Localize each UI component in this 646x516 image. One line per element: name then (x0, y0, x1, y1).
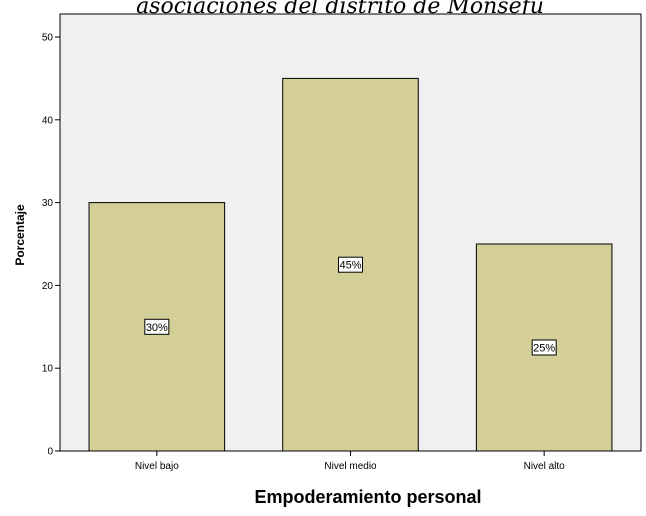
y-tick-label: 10 (42, 364, 54, 375)
bars: 30% 45% 25% (88, 77, 613, 452)
data-label-box (531, 339, 557, 356)
data-label-box (338, 256, 363, 273)
y-tick-label: 20 (42, 281, 54, 292)
y-axis: 0 10 20 30 40 50 (42, 33, 60, 458)
x-tick-label: Nivel alto (524, 461, 566, 472)
data-label-box (144, 318, 170, 335)
x-tick-label: Nivel medio (324, 461, 377, 472)
data-label: 30% (146, 322, 168, 334)
y-tick-label: 0 (47, 447, 53, 458)
x-axis: Nivel bajo Nivel medio Nivel alto (135, 451, 565, 472)
x-tick-label: Nivel bajo (135, 461, 179, 472)
data-label: 45% (339, 260, 361, 272)
y-tick-label: 40 (42, 115, 54, 126)
y-tick-label: 30 (42, 198, 54, 209)
data-label: 25% (533, 343, 555, 355)
x-axis-label: Empoderamiento personal (254, 487, 481, 507)
y-tick-label: 50 (42, 33, 54, 44)
y-axis-label: Porcentaje (13, 204, 27, 266)
